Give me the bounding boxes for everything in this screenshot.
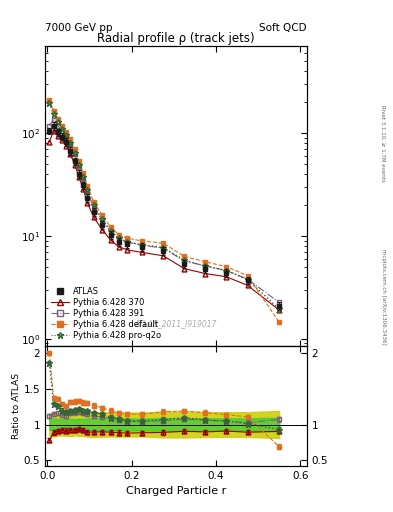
Text: mcplots.cern.ch [arXiv:1306.3436]: mcplots.cern.ch [arXiv:1306.3436] [381,249,386,345]
Text: 7000 GeV pp: 7000 GeV pp [45,23,113,33]
Text: Soft QCD: Soft QCD [259,23,307,33]
Y-axis label: Ratio to ATLAS: Ratio to ATLAS [12,373,21,439]
X-axis label: Charged Particle r: Charged Particle r [126,486,226,496]
Title: Radial profile ρ (track jets): Radial profile ρ (track jets) [97,32,255,45]
Legend: ATLAS, Pythia 6.428 370, Pythia 6.428 391, Pythia 6.428 default, Pythia 6.428 pr: ATLAS, Pythia 6.428 370, Pythia 6.428 39… [50,285,162,342]
Text: Rivet 3.1.10, ≥ 1.7M events: Rivet 3.1.10, ≥ 1.7M events [381,105,386,182]
Text: ATLAS_2011_I919017: ATLAS_2011_I919017 [135,319,217,328]
